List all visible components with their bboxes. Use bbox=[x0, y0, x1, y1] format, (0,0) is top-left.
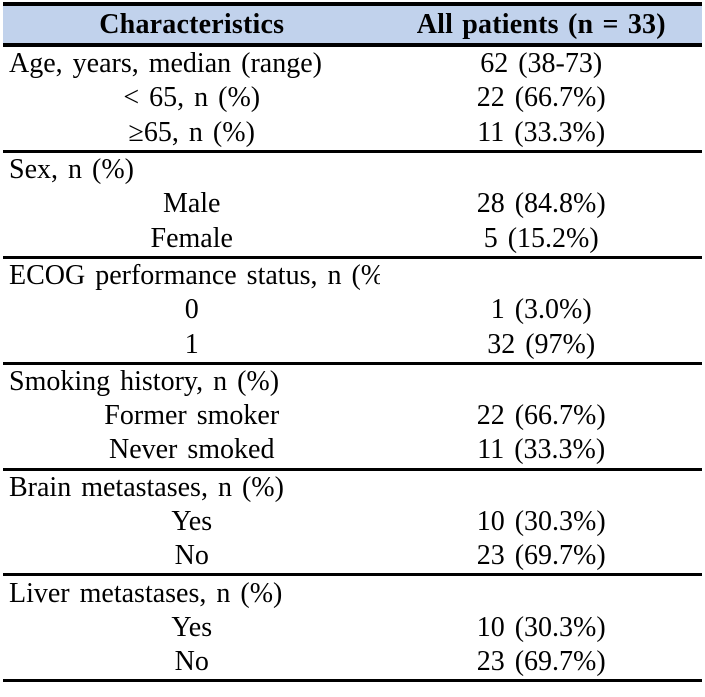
table-row: < 65, n (%) 22 (66.7%) bbox=[3, 81, 702, 115]
table-row: Brain metastases, n (%) bbox=[3, 469, 702, 505]
row-value: 23 (69.7%) bbox=[380, 645, 702, 683]
row-label: Female bbox=[3, 221, 381, 259]
table-row: Yes 10 (30.3%) bbox=[3, 505, 702, 539]
row-value: 62 (38-73) bbox=[480, 48, 603, 80]
row-value: 5 (15.2%) bbox=[380, 221, 702, 259]
row-label: 0 bbox=[184, 294, 199, 326]
row-value: 1 (3.0%) bbox=[490, 294, 592, 326]
table-row: Smoking history, n (%) bbox=[3, 363, 702, 399]
row-label: ECOG performance status, n (%) bbox=[9, 259, 381, 291]
table-row: ≥65, n (%) 11 (33.3%) bbox=[3, 115, 702, 153]
table-header-row: Characteristics All patients (n = 33) bbox=[3, 4, 702, 47]
row-label: No bbox=[3, 645, 381, 683]
row-value: 11 (33.3%) bbox=[380, 115, 702, 153]
row-label: Sex, n (%) bbox=[9, 154, 134, 186]
row-label: Yes bbox=[171, 506, 213, 537]
row-label: Smoking history, n (%) bbox=[9, 365, 280, 397]
row-value: 11 (33.3%) bbox=[380, 433, 702, 471]
row-value: 23 (69.7%) bbox=[380, 539, 702, 577]
row-value: 10 (30.3%) bbox=[476, 506, 606, 537]
table-row: Liver metastases, n (%) bbox=[3, 575, 702, 611]
table-row: Female 5 (15.2%) bbox=[3, 221, 702, 259]
table-row: 1 32 (97%) bbox=[3, 327, 702, 365]
row-label: Age, years, median (range) bbox=[9, 48, 322, 80]
row-value: 22 (66.7%) bbox=[476, 400, 606, 432]
row-label: Never smoked bbox=[3, 433, 381, 471]
table-row: Male 28 (84.8%) bbox=[3, 187, 702, 221]
row-value: 10 (30.3%) bbox=[476, 611, 606, 643]
row-value bbox=[380, 257, 702, 293]
table-row: Age, years, median (range) 62 (38-73) bbox=[3, 45, 702, 81]
row-label: Brain metastases, n (%) bbox=[9, 471, 284, 503]
row-label: < 65, n (%) bbox=[123, 82, 261, 114]
row-value: 22 (66.7%) bbox=[476, 82, 606, 114]
row-value: 28 (84.8%) bbox=[476, 188, 606, 220]
table-row: No 23 (69.7%) bbox=[3, 539, 702, 577]
table-body: Age, years, median (range) 62 (38-73) < … bbox=[3, 45, 702, 683]
row-value bbox=[380, 469, 702, 505]
header-cell-characteristics: Characteristics bbox=[3, 4, 381, 47]
header-cell-all-patients: All patients (n = 33) bbox=[380, 4, 702, 47]
table-row: Former smoker 22 (66.7%) bbox=[3, 399, 702, 433]
row-value bbox=[380, 151, 702, 187]
row-label: Former smoker bbox=[104, 400, 280, 432]
table-row: ECOG performance status, n (%) bbox=[3, 257, 702, 293]
row-value: 32 (97%) bbox=[380, 327, 702, 365]
table-row: No 23 (69.7%) bbox=[3, 645, 702, 683]
table-row: 0 1 (3.0%) bbox=[3, 293, 702, 327]
row-value bbox=[380, 575, 702, 611]
table-row: Never smoked 11 (33.3%) bbox=[3, 433, 702, 471]
row-label: 1 bbox=[3, 327, 381, 365]
row-value bbox=[380, 363, 702, 399]
row-label: No bbox=[3, 539, 381, 577]
row-label: Yes bbox=[171, 611, 213, 643]
row-label: ≥65, n (%) bbox=[3, 115, 381, 153]
table-row: Yes 10 (30.3%) bbox=[3, 611, 702, 645]
row-label: Liver metastases, n (%) bbox=[9, 577, 283, 609]
patient-characteristics-page: Characteristics All patients (n = 33) Ag… bbox=[3, 2, 702, 683]
table-row: Sex, n (%) bbox=[3, 151, 702, 187]
patient-characteristics-table: Characteristics All patients (n = 33) Ag… bbox=[3, 2, 702, 683]
row-label: Male bbox=[162, 188, 221, 220]
